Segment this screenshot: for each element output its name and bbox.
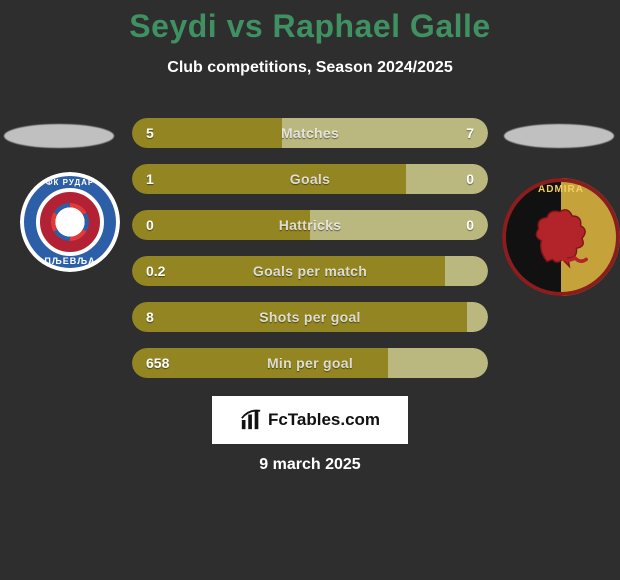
stat-label: Goals (132, 164, 488, 194)
page-title: Seydi vs Raphael Galle (0, 0, 620, 45)
page-subtitle: Club competitions, Season 2024/2025 (0, 59, 620, 77)
stat-value-right: 0 (466, 164, 474, 194)
stat-label: Min per goal (132, 348, 488, 378)
club-crest-right: ADMIRA (502, 178, 620, 296)
stat-value-right: 7 (466, 118, 474, 148)
stat-row: 0Hattricks0 (132, 210, 488, 240)
stat-row: 1Goals0 (132, 164, 488, 194)
stat-label: Goals per match (132, 256, 488, 286)
avatar-shadow-right (504, 124, 614, 148)
club-crest-left: ФК РУДАР ПЉЕВЉА (20, 172, 120, 272)
site-watermark: FcTables.com (212, 396, 408, 444)
avatar-shadow-left (4, 124, 114, 148)
stat-value-right: 0 (466, 210, 474, 240)
generation-date: 9 march 2025 (0, 456, 620, 474)
stat-label: Hattricks (132, 210, 488, 240)
crest-left-text-bottom: ПЉЕВЉА (20, 256, 120, 266)
crest-left-text-top: ФК РУДАР (20, 178, 120, 187)
stats-comparison: 5Matches71Goals00Hattricks00.2Goals per … (132, 118, 488, 394)
stat-row: 5Matches7 (132, 118, 488, 148)
bar-chart-icon (240, 409, 262, 431)
watermark-text: FcTables.com (268, 410, 380, 430)
stat-label: Matches (132, 118, 488, 148)
stat-row: 0.2Goals per match (132, 256, 488, 286)
stat-label: Shots per goal (132, 302, 488, 332)
stat-row: 658Min per goal (132, 348, 488, 378)
stat-row: 8Shots per goal (132, 302, 488, 332)
